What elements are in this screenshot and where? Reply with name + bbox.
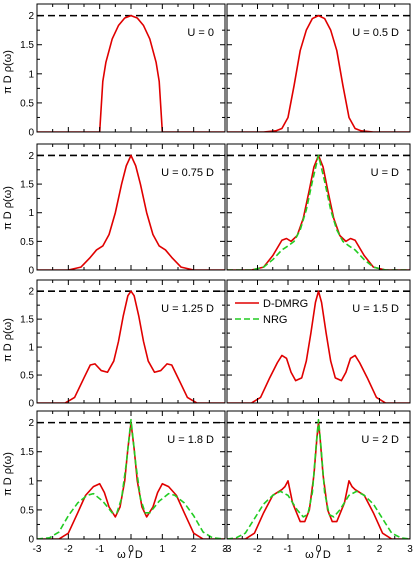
- panel-4: U = D: [226, 143, 411, 271]
- panel-2: U = 0.5 D: [226, 3, 411, 133]
- y-axis-label-row-1: π D ρ(ω): [2, 50, 14, 94]
- x-axis-label-right: ω / D: [305, 549, 331, 561]
- y-tick-label: 1.5: [20, 180, 34, 191]
- series-d-dmrg: [37, 290, 225, 403]
- y-tick-label: 0.5: [20, 237, 34, 248]
- x-tick-label: -3: [223, 544, 232, 555]
- x-tick-label: -2: [64, 544, 73, 555]
- y-tick-label: 0.5: [20, 505, 34, 516]
- panel-8: -3 -2 -1 0 1 2 3 U = 2 D: [223, 410, 413, 555]
- series-d-dmrg: [37, 154, 225, 270]
- panel-frame: [226, 143, 411, 271]
- y-tick-label: 0.5: [20, 371, 34, 382]
- y-tick-label: 1: [28, 343, 34, 354]
- panel-7: -3 -2 -1 0 1 2 3 0 0.5 1 1.5 2 U = 1.8 D: [20, 410, 228, 555]
- y-tick-label: 0.5: [20, 98, 34, 109]
- x-tick-label: -1: [284, 544, 293, 555]
- y-axis-label-row-3: π D ρ(ω): [2, 318, 14, 362]
- y-tick-label: 2: [28, 11, 34, 22]
- panel-label: U = 2 D: [361, 434, 399, 446]
- panel-label: U = 1.25 D: [161, 303, 214, 315]
- panel-label: U = 0.5 D: [352, 27, 399, 39]
- panel-1: 0 0.5 1 1.5 2 U = 0: [20, 3, 226, 139]
- panel-label: U = 1.8 D: [167, 434, 214, 446]
- legend: D-DMRG NRG: [235, 298, 308, 326]
- y-tick-label: 2: [28, 287, 34, 298]
- x-tick-label: 0: [316, 544, 322, 555]
- y-tick-label: 1.5: [20, 40, 34, 51]
- series-d-dmrg: [37, 14, 225, 132]
- x-tick-label: 0: [128, 544, 134, 555]
- x-tick-label: 1: [346, 544, 352, 555]
- y-tick-label: 1: [28, 208, 34, 219]
- panel-label: U = 0: [187, 27, 214, 39]
- panel-label: U = D: [371, 167, 399, 179]
- legend-label: D-DMRG: [263, 298, 308, 310]
- series-d-dmrg: [227, 14, 410, 132]
- panel-frame: [226, 279, 411, 404]
- series-nrg: [227, 154, 410, 270]
- y-tick-label: 2: [28, 418, 34, 429]
- legend-label: NRG: [263, 314, 287, 326]
- y-axis-label-row-2: π D ρ(ω): [2, 186, 14, 230]
- y-tick-label: 1: [28, 69, 34, 80]
- x-tick-label: -3: [33, 544, 42, 555]
- panel-frame: [36, 3, 226, 133]
- x-tick-label: -2: [253, 544, 262, 555]
- y-tick-label: 0: [28, 266, 34, 277]
- panel-grid: 0 0.5 1 1.5 2 U = 0 U = 0.5 D 0 0.5 1 1.5 2 U = 0.75…: [20, 3, 413, 555]
- y-tick-label: 0: [28, 399, 34, 410]
- panel-6: U = 1.5 D D-DMRG NRG: [226, 279, 411, 404]
- panel-5: 0 0.5 1 1.5 2 U = 1.25 D: [20, 279, 226, 410]
- x-tick-label: 1: [160, 544, 166, 555]
- series-d-dmrg: [227, 290, 410, 403]
- y-tick-label: 0: [28, 128, 34, 139]
- panel-3: 0 0.5 1 1.5 2 U = 0.75 D: [20, 143, 226, 277]
- series-nrg: [37, 418, 225, 539]
- y-tick-label: 0: [28, 535, 34, 546]
- panel-frame: [226, 3, 411, 133]
- x-axis-label-left: ω / D: [117, 549, 143, 561]
- panel-label: U = 0.75 D: [161, 167, 214, 179]
- series-nrg: [227, 418, 410, 539]
- y-tick-label: 1.5: [20, 315, 34, 326]
- y-tick-label: 2: [28, 151, 34, 162]
- panel-frame: [36, 279, 226, 404]
- y-tick-label: 1: [28, 476, 34, 487]
- y-tick-label: 1.5: [20, 447, 34, 458]
- x-tick-label: 2: [377, 544, 383, 555]
- x-tick-label: 3: [222, 544, 228, 555]
- y-axis-label-row-4: π D ρ(ω): [2, 452, 14, 496]
- x-tick-label: -1: [95, 544, 104, 555]
- panel-frame: [36, 143, 226, 271]
- panel-label: U = 1.5 D: [352, 303, 399, 315]
- x-tick-label: 3: [407, 544, 413, 555]
- x-tick-label: 2: [191, 544, 197, 555]
